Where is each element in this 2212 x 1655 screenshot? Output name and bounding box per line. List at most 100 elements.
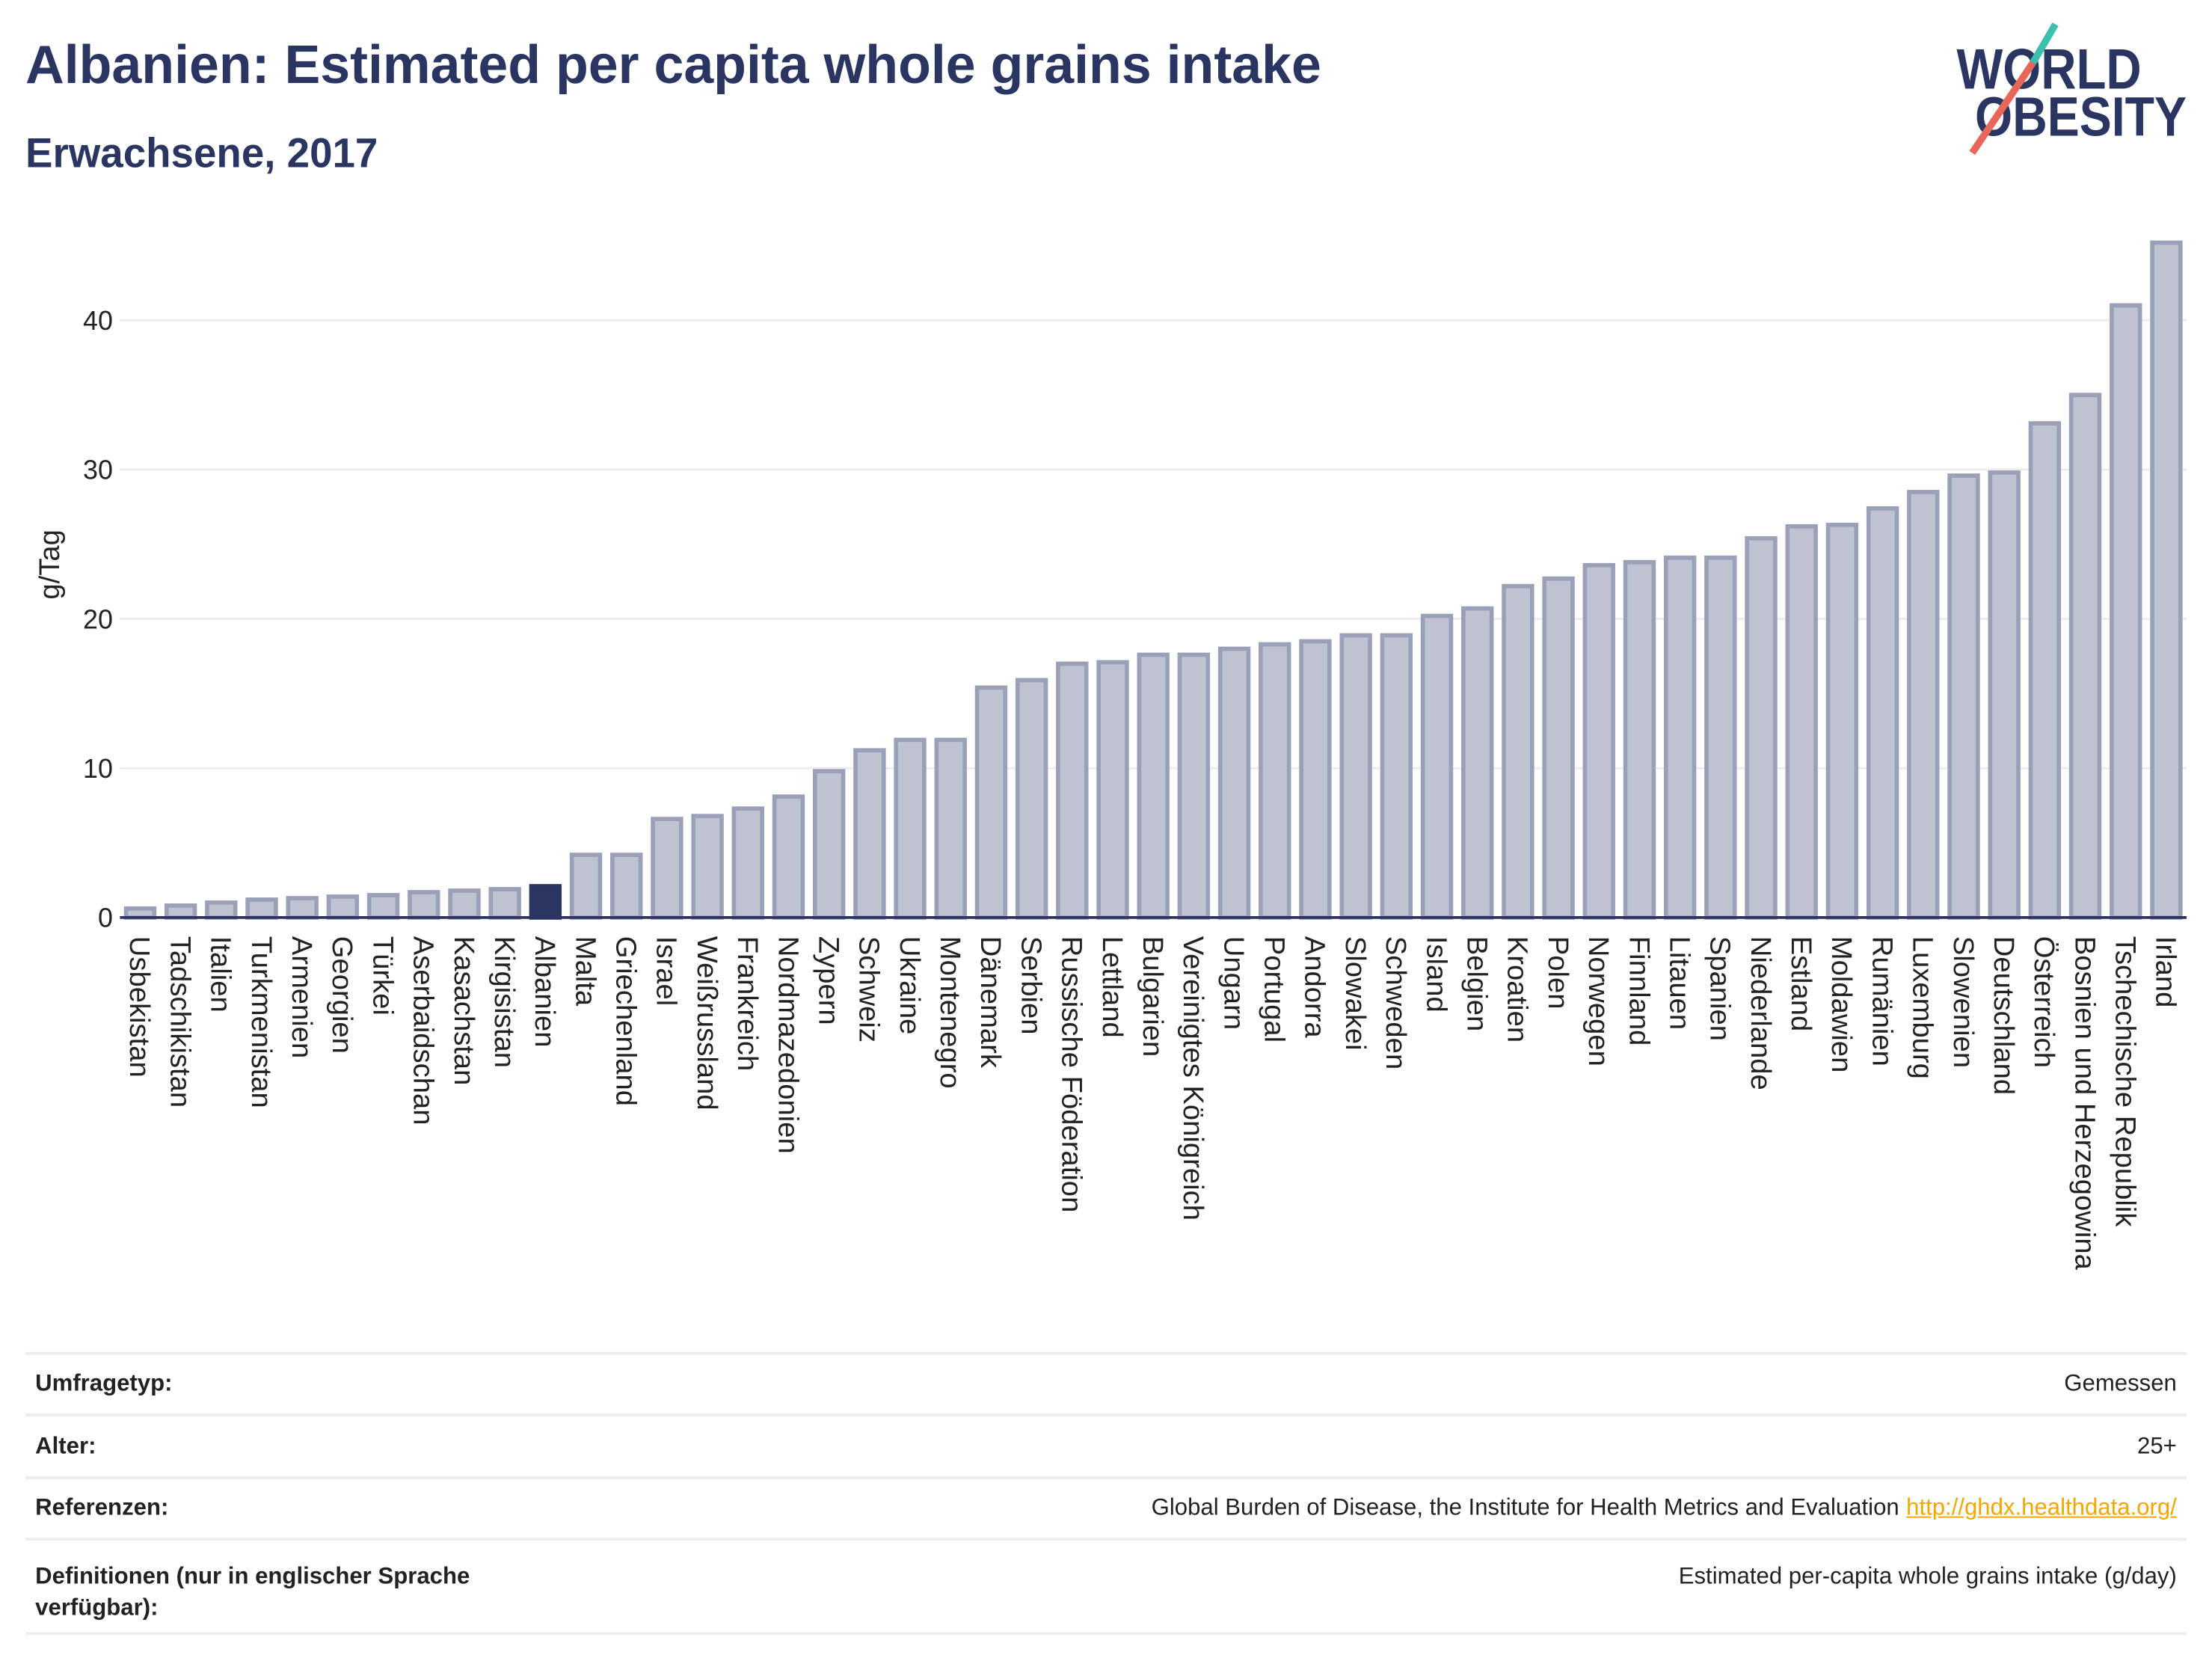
- x-tick-label-niederlande: Niederlande: [1745, 936, 1776, 1090]
- x-tick-label-weissrussland: Weißrussland: [691, 936, 722, 1111]
- x-tick-label-luxemburg: Luxemburg: [1907, 936, 1938, 1079]
- bar-kroatien: [1502, 583, 1534, 920]
- bar-moldawien: [1825, 522, 1859, 920]
- x-tick-label-slowakei: Slowakei: [1339, 936, 1371, 1051]
- references-text: Global Burden of Disease, the Institute …: [1151, 1494, 1899, 1521]
- x-tick-label-osterreich: Österreich: [2028, 936, 2059, 1068]
- bar-griechenland: [610, 853, 643, 920]
- bar-norwegen: [1582, 562, 1615, 920]
- bar-israel: [651, 817, 683, 920]
- definitions-value: Estimated per-capita whole grains intake…: [1678, 1563, 2177, 1590]
- y-tick-label: 40: [83, 305, 113, 336]
- x-tick-label-belgien: Belgien: [1461, 936, 1493, 1031]
- x-tick-label-slowenien: Slowenien: [1947, 936, 1979, 1068]
- x-tick-label-litauen: Litauen: [1664, 936, 1695, 1030]
- x-tick-label-schweiz: Schweiz: [853, 936, 885, 1043]
- bar-malta: [569, 853, 603, 920]
- logo-slash-bottom: [1969, 61, 2036, 156]
- bar-irland: [2150, 240, 2183, 920]
- bar-russische-foderation: [1056, 661, 1089, 920]
- x-tick-label-bulgarien: Bulgarien: [1137, 936, 1168, 1057]
- age-label: Alter:: [35, 1432, 96, 1459]
- x-tick-label-montenegro: Montenegro: [934, 936, 965, 1089]
- bar-slowenien: [1947, 473, 1980, 920]
- page-subtitle: Erwachsene, 2017: [25, 131, 378, 177]
- x-tick-label-ungarn: Ungarn: [1217, 936, 1249, 1030]
- bar-bosnien-und-herzegowina: [2068, 393, 2102, 920]
- references-row: Referenzen: Global Burden of Disease, th…: [25, 1479, 2187, 1541]
- bar-nordmazedonien: [772, 794, 805, 920]
- x-tick-label-serbien: Serbien: [1015, 936, 1046, 1035]
- y-tick-label: 20: [83, 604, 113, 634]
- definitions-row: Definitionen (nur in englischer Sprache …: [25, 1541, 2187, 1636]
- bar-italien: [205, 900, 238, 920]
- bar-armenien: [286, 896, 319, 920]
- y-axis-ticks: 0 10 20 30 40: [83, 305, 113, 933]
- bar-albanien: [529, 884, 562, 920]
- bar-slowakei: [1339, 633, 1372, 920]
- x-tick-label-georgien: Georgien: [326, 936, 357, 1054]
- bar-deutschland: [1988, 470, 2021, 920]
- bar-belgien: [1461, 606, 1494, 920]
- age-value: 25+: [2137, 1432, 2177, 1459]
- x-tick-label-albanien: Albanien: [529, 936, 560, 1048]
- x-tick-label-spanien: Spanien: [1704, 936, 1736, 1041]
- x-tick-label-polen: Polen: [1542, 936, 1573, 1010]
- bar-ungarn: [1217, 646, 1251, 920]
- x-tick-label-deutschland: Deutschland: [1988, 936, 2019, 1095]
- x-tick-label-russische-foderation: Russische Föderation: [1056, 936, 1087, 1213]
- bar-chart: g/Tag 0 10 20 30 40 Usbekistan Tadschikistan It…: [34, 240, 2187, 1271]
- bar-montenegro: [934, 737, 967, 920]
- bar-lettland: [1096, 660, 1129, 920]
- bar-rumanien: [1866, 506, 1899, 920]
- references-link[interactable]: http://ghdx.healthdata.org/: [1906, 1494, 2177, 1521]
- x-tick-label-turkei: Türkei: [366, 936, 398, 1016]
- page-title: Albanien: Estimated per capita whole gra…: [25, 35, 1321, 96]
- bars: [123, 240, 2183, 920]
- x-tick-label-turkmenistan: Turkmenistan: [245, 936, 277, 1108]
- x-tick-label-island: Island: [1420, 936, 1451, 1013]
- x-tick-label-lettland: Lettland: [1096, 936, 1128, 1038]
- bar-turkei: [366, 893, 400, 920]
- logo-line-1: WORLD: [1957, 37, 2142, 102]
- bar-tschechische-republik: [2110, 303, 2142, 920]
- bar-vereinigtes-konigreich: [1177, 652, 1211, 920]
- x-tick-label-danemark: Dänemark: [974, 936, 1006, 1069]
- x-tick-label-malta: Malta: [569, 936, 600, 1007]
- x-tick-label-usbekistan: Usbekistan: [123, 936, 155, 1078]
- x-tick-label-griechenland: Griechenland: [610, 936, 642, 1106]
- x-tick-label-tschechische-republik: Tschechische Republik: [2110, 936, 2141, 1228]
- bar-danemark: [974, 685, 1008, 920]
- y-tick-label: 10: [83, 753, 113, 784]
- bar-zypern: [812, 769, 846, 920]
- bar-frankreich: [731, 806, 764, 920]
- x-tick-label-irland: Irland: [2150, 936, 2181, 1008]
- bar-serbien: [1015, 678, 1048, 920]
- x-tick-label-rumanien: Rumänien: [1866, 936, 1897, 1066]
- x-tick-label-norwegen: Norwegen: [1582, 936, 1614, 1066]
- bar-spanien: [1704, 555, 1737, 920]
- y-tick-label: 0: [98, 902, 113, 933]
- x-tick-label-bosnien-und-herzegowina: Bosnien und Herzegowina: [2068, 936, 2100, 1271]
- bar-bulgarien: [1137, 652, 1170, 920]
- bar-georgien: [326, 894, 360, 920]
- bar-kasachstan: [448, 888, 481, 920]
- bar-weissrussland: [691, 814, 724, 920]
- world-obesity-logo: WORLD OBESITY: [1957, 22, 2187, 156]
- x-tick-label-kirgisistan: Kirgisistan: [488, 936, 520, 1068]
- info-table: Umfragetyp: Gemessen Alter: 25+ Referenz…: [25, 1351, 2187, 1636]
- x-tick-label-estland: Estland: [1785, 936, 1816, 1031]
- bar-ukraine: [894, 737, 927, 920]
- bar-tadschikistan: [164, 903, 197, 920]
- survey-type-row: Umfragetyp: Gemessen: [25, 1355, 2187, 1416]
- bar-kirgisistan: [488, 887, 521, 920]
- x-tick-label-schweden: Schweden: [1380, 936, 1411, 1069]
- bar-island: [1420, 613, 1454, 920]
- x-tick-label-portugal: Portugal: [1259, 936, 1290, 1043]
- bar-schweden: [1380, 633, 1413, 920]
- bar-polen: [1542, 576, 1575, 920]
- x-tick-label-armenien: Armenien: [286, 936, 317, 1059]
- bar-niederlande: [1745, 535, 1778, 920]
- x-tick-label-italien: Italien: [205, 936, 236, 1013]
- bar-luxemburg: [1907, 490, 1940, 920]
